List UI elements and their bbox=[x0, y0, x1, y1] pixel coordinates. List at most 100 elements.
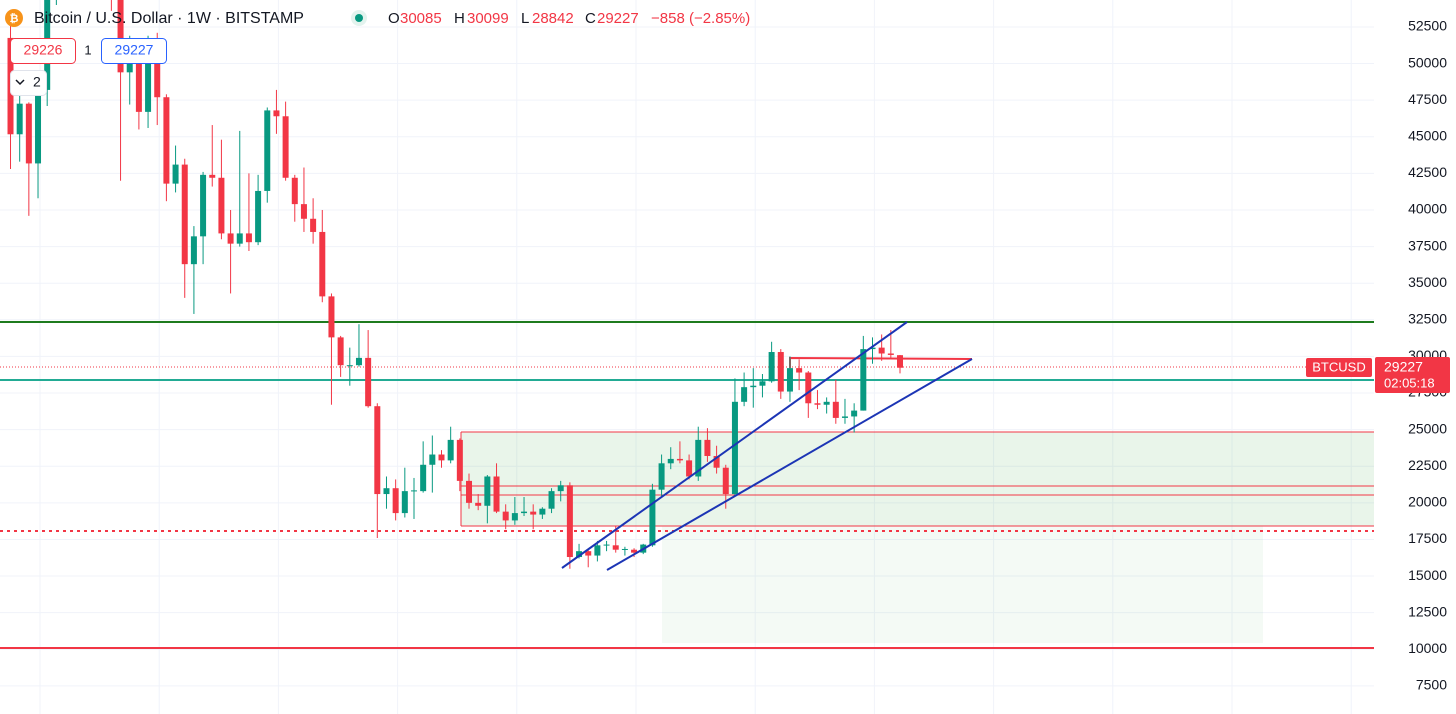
candle-body bbox=[796, 368, 803, 373]
candle-body bbox=[401, 491, 408, 514]
candle-body bbox=[539, 508, 546, 515]
candle-body bbox=[530, 511, 537, 515]
candle-body bbox=[832, 401, 839, 418]
y-tick-label: 22500 bbox=[1408, 457, 1447, 473]
candle-body bbox=[328, 296, 335, 338]
candle-body bbox=[493, 476, 500, 512]
bid: 29226 bbox=[24, 42, 63, 58]
candle-body bbox=[374, 406, 381, 495]
y-tick-label: 7500 bbox=[1416, 677, 1447, 693]
zone bbox=[662, 526, 1263, 643]
candle-body bbox=[209, 174, 216, 178]
candle-body bbox=[245, 233, 252, 243]
spread: 1 bbox=[84, 42, 91, 57]
candle-body bbox=[135, 62, 142, 112]
ohlc-value: 29227 bbox=[597, 10, 639, 27]
y-tick-label: 37500 bbox=[1408, 237, 1447, 253]
symbol-box bbox=[1306, 358, 1372, 377]
candle-body bbox=[511, 513, 518, 521]
candle-body bbox=[612, 545, 619, 550]
candle-body bbox=[200, 174, 207, 237]
ohlc-label: C bbox=[585, 10, 596, 27]
y-tick-label: 17500 bbox=[1408, 530, 1447, 546]
candle-body bbox=[365, 357, 372, 407]
candle-body bbox=[447, 439, 454, 461]
candle-body bbox=[255, 190, 262, 243]
candle-body bbox=[658, 463, 665, 490]
candle-body bbox=[594, 545, 601, 556]
candle-body bbox=[722, 467, 729, 495]
candle-body bbox=[410, 490, 417, 492]
candle-body bbox=[16, 103, 23, 135]
candle-body bbox=[667, 458, 674, 464]
drawings bbox=[0, 321, 1374, 649]
candle-body bbox=[420, 464, 427, 492]
y-tick-label: 35000 bbox=[1408, 274, 1447, 290]
status-dot bbox=[355, 14, 363, 22]
sell-box[interactable] bbox=[10, 38, 76, 64]
ohlc-value: 28842 bbox=[532, 10, 574, 27]
indicator-count: 2 bbox=[33, 74, 41, 90]
candle-body bbox=[851, 410, 858, 417]
candle-body bbox=[585, 551, 592, 556]
candle-body bbox=[649, 489, 656, 546]
candle-body bbox=[300, 204, 307, 219]
candle-body bbox=[154, 51, 161, 98]
candle-body bbox=[227, 233, 234, 244]
candle-body bbox=[786, 368, 793, 392]
price-axis: 7500100001250015000175002000022500250002… bbox=[1408, 18, 1447, 693]
candle-body bbox=[25, 103, 32, 164]
candle-body bbox=[291, 177, 298, 205]
y-tick-label: 42500 bbox=[1408, 164, 1447, 180]
candle-body bbox=[869, 347, 876, 350]
candle-body bbox=[310, 218, 317, 232]
candle-body bbox=[190, 236, 197, 265]
y-tick-label: 25000 bbox=[1408, 420, 1447, 436]
candle-body bbox=[319, 231, 326, 297]
indicator-toggle[interactable] bbox=[10, 70, 47, 96]
candle-body bbox=[355, 357, 362, 366]
candle-body bbox=[145, 51, 152, 112]
ask: 29227 bbox=[115, 42, 154, 58]
candle-body bbox=[704, 439, 711, 456]
candle-body bbox=[35, 89, 42, 164]
grid bbox=[0, 0, 1374, 714]
trendline bbox=[606, 358, 973, 571]
candle-body bbox=[383, 488, 390, 495]
candle-body bbox=[576, 551, 583, 558]
y-tick-label: 45000 bbox=[1408, 127, 1447, 143]
candle-body bbox=[475, 502, 482, 506]
candle-body bbox=[273, 110, 280, 117]
candle-body bbox=[759, 381, 766, 386]
candle-body bbox=[676, 458, 683, 461]
candle-body bbox=[887, 353, 894, 355]
candle-body bbox=[621, 548, 628, 550]
candle-body bbox=[557, 485, 564, 492]
chart-title: Bitcoin / U.S. Dollar · 1W · BITSTAMP bbox=[34, 10, 304, 27]
candle-body bbox=[456, 439, 463, 481]
candle-body bbox=[777, 352, 784, 392]
candle-body bbox=[814, 403, 821, 405]
candle-body bbox=[392, 488, 399, 514]
y-tick-label: 47500 bbox=[1408, 91, 1447, 107]
y-tick-label: 32500 bbox=[1408, 311, 1447, 327]
ohlc-legend: O 30085 H 30099 L 28842 C 29227 bbox=[388, 10, 639, 27]
candle-body bbox=[484, 476, 491, 506]
candle-body bbox=[731, 401, 738, 495]
candle-body bbox=[695, 439, 702, 477]
candle-body bbox=[805, 372, 812, 404]
candle-body bbox=[631, 549, 638, 553]
candle-body bbox=[163, 97, 170, 184]
candle-body bbox=[126, 62, 133, 73]
candle-body bbox=[429, 454, 436, 465]
candle-body bbox=[438, 454, 445, 461]
candle-body bbox=[346, 365, 353, 367]
candle-body bbox=[181, 164, 188, 265]
candle-body bbox=[741, 387, 748, 402]
candle-body bbox=[282, 116, 289, 178]
candle-body bbox=[548, 491, 555, 509]
buy-box[interactable] bbox=[101, 38, 167, 64]
coin-icon-glyph: ₿ bbox=[10, 13, 19, 25]
ohlc-label: L bbox=[521, 10, 529, 27]
ohlc-label: O bbox=[388, 10, 400, 27]
